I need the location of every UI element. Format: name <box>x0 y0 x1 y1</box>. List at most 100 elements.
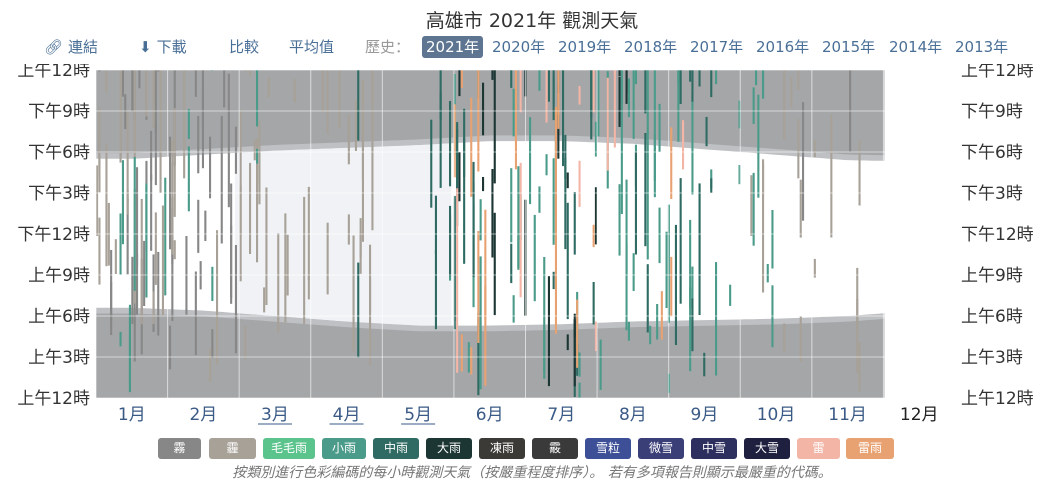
observation-mark <box>564 157 567 250</box>
observation-mark <box>121 70 124 97</box>
observation-mark <box>164 177 167 296</box>
observation-mark <box>529 117 532 205</box>
observation-mark <box>762 70 765 99</box>
observation-mark <box>439 70 442 188</box>
legend-item-moderate_snow: 中雪 <box>691 438 737 459</box>
y-tick-label-left: 上午12時 <box>17 64 90 81</box>
observation-mark <box>618 70 621 76</box>
observation-mark <box>479 256 482 390</box>
observation-mark <box>293 79 296 103</box>
observation-mark <box>646 70 649 135</box>
observation-mark <box>234 126 237 174</box>
observation-mark <box>691 93 694 195</box>
observation-mark <box>762 159 765 293</box>
observation-mark <box>154 122 157 186</box>
observation-mark <box>133 275 136 362</box>
observation-mark <box>813 258 816 278</box>
observation-mark <box>660 291 663 340</box>
observation-mark <box>98 70 101 72</box>
compare-button[interactable]: 比較 <box>229 38 260 56</box>
observation-mark <box>698 183 701 315</box>
observation-mark <box>209 136 212 199</box>
observation-mark <box>98 107 101 193</box>
observation-mark <box>133 157 136 291</box>
observation-mark <box>449 205 452 277</box>
observation-mark <box>519 162 522 298</box>
year-2013[interactable]: 2013年 <box>955 38 1009 56</box>
observation-mark <box>326 70 329 134</box>
year-2018[interactable]: 2018年 <box>624 38 678 56</box>
observation-mark <box>653 134 656 198</box>
month-label: 9月 <box>691 405 719 425</box>
observation-mark <box>477 313 480 396</box>
observation-mark <box>613 70 616 148</box>
observation-mark <box>138 70 141 89</box>
observation-mark <box>456 122 459 195</box>
observation-mark <box>159 70 162 193</box>
observation-mark <box>267 77 270 98</box>
observation-mark <box>592 70 595 113</box>
observation-mark <box>566 334 569 351</box>
observation-mark <box>187 146 190 212</box>
observation-mark <box>470 347 473 375</box>
observation-mark <box>790 77 793 108</box>
y-tick-label-left: 下午3時 <box>28 184 90 204</box>
average-button[interactable]: 平均值 <box>289 38 335 56</box>
year-2019[interactable]: 2019年 <box>558 38 612 56</box>
year-2017[interactable]: 2017年 <box>690 38 744 56</box>
observation-mark <box>354 100 357 151</box>
observation-mark <box>698 70 701 87</box>
observation-mark <box>594 121 597 157</box>
observation-mark <box>491 169 494 258</box>
download-label: 下載 <box>156 38 187 56</box>
observation-mark <box>670 256 673 317</box>
observation-mark <box>209 348 212 382</box>
y-tick-label-right: 下午3時 <box>961 184 1023 204</box>
observation-mark <box>691 298 694 352</box>
year-2015[interactable]: 2015年 <box>822 38 876 56</box>
observation-mark <box>592 224 595 248</box>
observation-mark <box>618 184 621 256</box>
observation-mark <box>187 109 190 139</box>
observation-mark <box>194 271 197 356</box>
observation-mark <box>510 168 513 243</box>
month-label: 10月 <box>757 405 796 425</box>
y-tick-label-right: 上午6時 <box>961 307 1023 327</box>
daylight-band <box>96 141 951 326</box>
month-label: 5月 <box>404 405 432 425</box>
observation-mark <box>762 163 765 196</box>
year-2021[interactable]: 2021年 <box>422 36 484 58</box>
observation-mark <box>578 160 581 207</box>
legend-item-light_rain: 小雨 <box>322 438 366 459</box>
link-button[interactable]: 🔗︎ 連結 <box>44 36 98 58</box>
observation-mark <box>545 70 548 123</box>
observation-mark <box>599 339 602 390</box>
observation-mark <box>562 70 565 102</box>
year-2014[interactable]: 2014年 <box>889 38 943 56</box>
month-label: 6月 <box>476 405 504 425</box>
observation-mark <box>552 70 555 121</box>
observation-mark <box>594 321 597 352</box>
observation-mark <box>258 120 261 205</box>
observation-mark <box>173 240 176 260</box>
observation-mark <box>361 79 364 180</box>
observation-mark <box>357 262 360 358</box>
month-label: 1月 <box>118 405 146 425</box>
legend-item-haze: 霾 <box>209 438 256 459</box>
observation-mark <box>592 282 595 325</box>
year-2020[interactable]: 2020年 <box>492 38 546 56</box>
year-2016[interactable]: 2016年 <box>756 38 810 56</box>
observation-mark <box>456 281 459 373</box>
observation-mark <box>689 287 692 372</box>
observation-mark <box>173 107 176 217</box>
observation-mark <box>463 137 466 264</box>
weather-chart-svg: 上午12時 上午12時上午3時 上午3時上午6時 上午6時上午9時 上午9時下午12時下… <box>17 64 1033 425</box>
observation-mark <box>627 78 630 118</box>
download-button[interactable]: ⬇ 下載 <box>139 36 187 58</box>
observation-mark <box>131 256 134 325</box>
observation-mark <box>799 316 802 362</box>
observation-mark <box>171 208 174 321</box>
observation-mark <box>578 352 581 377</box>
observation-mark <box>519 70 522 113</box>
observation-mark <box>618 76 621 127</box>
